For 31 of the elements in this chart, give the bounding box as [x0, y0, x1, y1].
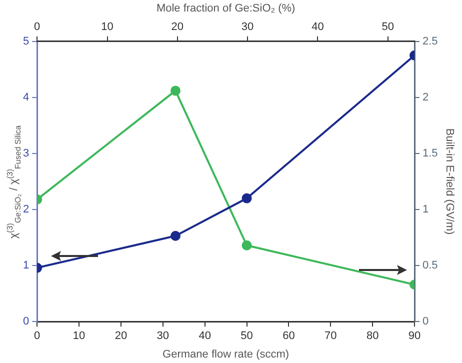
- x2-tick-label: 0: [34, 20, 40, 33]
- x-axis-title: Germane flow rate (sccm): [162, 348, 290, 360]
- y2-tick-label: 0.5: [422, 260, 438, 272]
- y-tick-label: 3: [22, 148, 30, 160]
- y-tick-label: 0: [22, 316, 30, 328]
- y2-tick-label: 1: [422, 204, 429, 216]
- y-tick-label: 2: [22, 204, 30, 216]
- x-tick-label: 60: [282, 330, 295, 342]
- x-tick-label: 40: [198, 330, 211, 342]
- x-tick-label: 30: [156, 330, 170, 342]
- x-tick-label: 90: [408, 330, 421, 342]
- x-tick-label: 0: [34, 330, 40, 342]
- x2-tick-label: 30: [241, 20, 254, 33]
- x2-axis-title: Mole fraction of Ge:SiO₂ (%): [156, 2, 296, 15]
- y-tick-label: 5: [22, 35, 30, 48]
- y2-axis-title: Built-in E-field (GV/m): [443, 128, 456, 235]
- x-tick-label: 70: [324, 330, 337, 342]
- y2-tick-label: 2.5: [422, 35, 438, 48]
- y2-tick-label: 1.5: [422, 148, 438, 160]
- x2-tick-label: 40: [312, 20, 324, 33]
- y2-tick-label: 0: [422, 316, 429, 328]
- y-tick-label: 1: [22, 260, 30, 272]
- x-tick-label: 50: [240, 330, 253, 342]
- x2-tick-label: 50: [382, 20, 394, 33]
- y2-tick-label: 2: [422, 91, 429, 104]
- y-tick-label: 4: [22, 91, 30, 104]
- x-tick-label: 20: [114, 330, 128, 342]
- x2-tick-label: 10: [101, 20, 114, 33]
- x-tick-label: 80: [366, 330, 379, 342]
- x-tick-label: 10: [72, 330, 86, 342]
- x2-tick-label: 20: [171, 20, 184, 33]
